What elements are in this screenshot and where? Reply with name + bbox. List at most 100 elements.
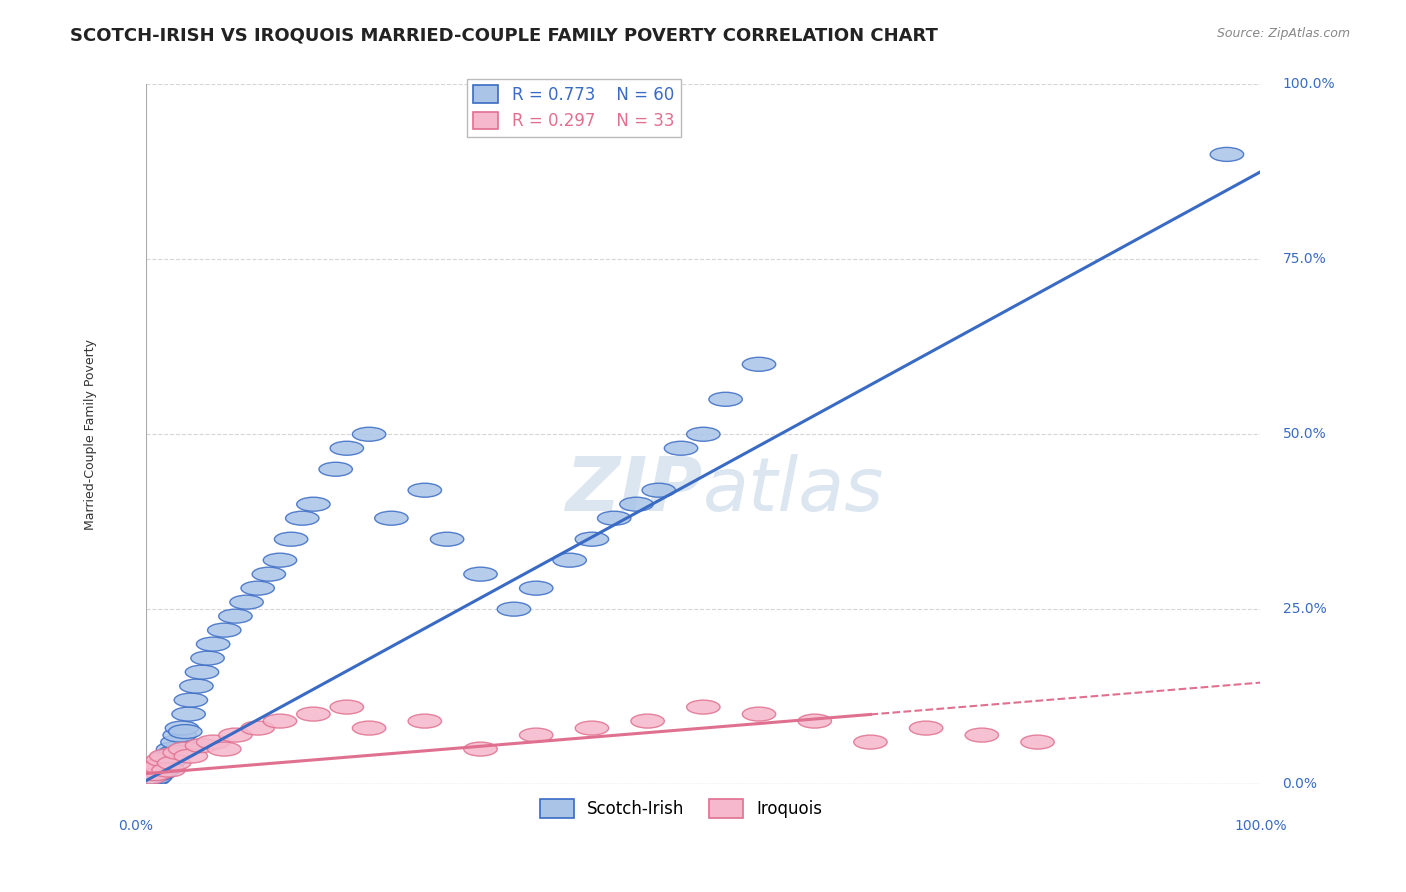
Ellipse shape bbox=[135, 769, 169, 782]
Ellipse shape bbox=[143, 764, 177, 779]
Ellipse shape bbox=[186, 739, 219, 753]
Ellipse shape bbox=[742, 358, 776, 371]
Ellipse shape bbox=[145, 760, 179, 773]
Ellipse shape bbox=[134, 772, 166, 786]
Ellipse shape bbox=[575, 721, 609, 735]
Ellipse shape bbox=[208, 624, 240, 637]
Ellipse shape bbox=[519, 728, 553, 742]
Ellipse shape bbox=[643, 483, 675, 497]
Ellipse shape bbox=[159, 746, 193, 760]
Ellipse shape bbox=[138, 766, 170, 780]
Ellipse shape bbox=[519, 582, 553, 595]
Ellipse shape bbox=[180, 679, 214, 693]
Ellipse shape bbox=[141, 763, 174, 777]
Ellipse shape bbox=[330, 442, 364, 455]
Ellipse shape bbox=[408, 714, 441, 728]
Ellipse shape bbox=[148, 756, 181, 770]
Ellipse shape bbox=[297, 707, 330, 721]
Ellipse shape bbox=[686, 427, 720, 442]
Ellipse shape bbox=[240, 721, 274, 735]
Ellipse shape bbox=[152, 749, 186, 763]
Ellipse shape bbox=[134, 770, 167, 784]
Ellipse shape bbox=[598, 511, 631, 525]
Ellipse shape bbox=[172, 707, 205, 721]
Text: 100.0%: 100.0% bbox=[1234, 819, 1286, 833]
Ellipse shape bbox=[149, 749, 183, 763]
Ellipse shape bbox=[197, 637, 229, 651]
Ellipse shape bbox=[141, 756, 174, 770]
Text: 75.0%: 75.0% bbox=[1282, 252, 1326, 267]
Ellipse shape bbox=[138, 766, 172, 780]
Ellipse shape bbox=[149, 753, 183, 766]
Ellipse shape bbox=[353, 721, 385, 735]
Text: 0.0%: 0.0% bbox=[1282, 777, 1317, 791]
Ellipse shape bbox=[208, 742, 240, 756]
Legend: Scotch-Irish, Iroquois: Scotch-Irish, Iroquois bbox=[533, 792, 828, 825]
Ellipse shape bbox=[965, 728, 998, 742]
Ellipse shape bbox=[553, 553, 586, 567]
Ellipse shape bbox=[686, 700, 720, 714]
Text: 0.0%: 0.0% bbox=[118, 819, 153, 833]
Ellipse shape bbox=[252, 567, 285, 582]
Text: SCOTCH-IRISH VS IROQUOIS MARRIED-COUPLE FAMILY POVERTY CORRELATION CHART: SCOTCH-IRISH VS IROQUOIS MARRIED-COUPLE … bbox=[70, 27, 938, 45]
Text: 100.0%: 100.0% bbox=[1282, 78, 1336, 92]
Ellipse shape bbox=[138, 770, 172, 784]
Ellipse shape bbox=[142, 766, 176, 780]
Text: ZIP: ZIP bbox=[567, 454, 703, 526]
Ellipse shape bbox=[146, 753, 180, 766]
Ellipse shape bbox=[219, 609, 252, 624]
Text: 50.0%: 50.0% bbox=[1282, 427, 1326, 442]
Ellipse shape bbox=[263, 553, 297, 567]
Ellipse shape bbox=[709, 392, 742, 406]
Ellipse shape bbox=[157, 756, 191, 770]
Ellipse shape bbox=[464, 567, 498, 582]
Ellipse shape bbox=[149, 757, 181, 772]
Ellipse shape bbox=[163, 746, 197, 760]
Ellipse shape bbox=[1021, 735, 1054, 749]
Ellipse shape bbox=[163, 728, 197, 742]
Ellipse shape bbox=[285, 511, 319, 525]
Ellipse shape bbox=[174, 749, 208, 763]
Ellipse shape bbox=[330, 700, 364, 714]
Ellipse shape bbox=[319, 462, 353, 476]
Ellipse shape bbox=[160, 735, 194, 749]
Ellipse shape bbox=[169, 742, 202, 756]
Text: atlas: atlas bbox=[703, 454, 884, 526]
Text: Married-Couple Family Poverty: Married-Couple Family Poverty bbox=[84, 339, 97, 530]
Ellipse shape bbox=[143, 762, 176, 776]
Ellipse shape bbox=[229, 595, 263, 609]
Ellipse shape bbox=[174, 693, 208, 707]
Ellipse shape bbox=[219, 728, 252, 742]
Ellipse shape bbox=[353, 427, 385, 442]
Ellipse shape bbox=[799, 714, 831, 728]
Ellipse shape bbox=[430, 533, 464, 546]
Ellipse shape bbox=[146, 763, 180, 777]
Ellipse shape bbox=[1211, 147, 1244, 161]
Ellipse shape bbox=[631, 714, 664, 728]
Ellipse shape bbox=[135, 763, 169, 777]
Ellipse shape bbox=[620, 497, 654, 511]
Ellipse shape bbox=[464, 742, 498, 756]
Ellipse shape bbox=[186, 665, 219, 679]
Ellipse shape bbox=[910, 721, 943, 735]
Ellipse shape bbox=[575, 533, 609, 546]
Ellipse shape bbox=[664, 442, 697, 455]
Ellipse shape bbox=[152, 763, 186, 777]
Ellipse shape bbox=[155, 753, 187, 766]
Ellipse shape bbox=[853, 735, 887, 749]
Ellipse shape bbox=[169, 724, 202, 739]
Ellipse shape bbox=[240, 582, 274, 595]
Text: 25.0%: 25.0% bbox=[1282, 602, 1326, 616]
Ellipse shape bbox=[132, 773, 166, 788]
Ellipse shape bbox=[408, 483, 441, 497]
Ellipse shape bbox=[274, 533, 308, 546]
Ellipse shape bbox=[263, 714, 297, 728]
Ellipse shape bbox=[498, 602, 530, 616]
Ellipse shape bbox=[166, 721, 198, 735]
Ellipse shape bbox=[191, 651, 225, 665]
Ellipse shape bbox=[374, 511, 408, 525]
Ellipse shape bbox=[139, 764, 173, 779]
Ellipse shape bbox=[143, 760, 176, 773]
Ellipse shape bbox=[297, 497, 330, 511]
Ellipse shape bbox=[150, 756, 184, 770]
